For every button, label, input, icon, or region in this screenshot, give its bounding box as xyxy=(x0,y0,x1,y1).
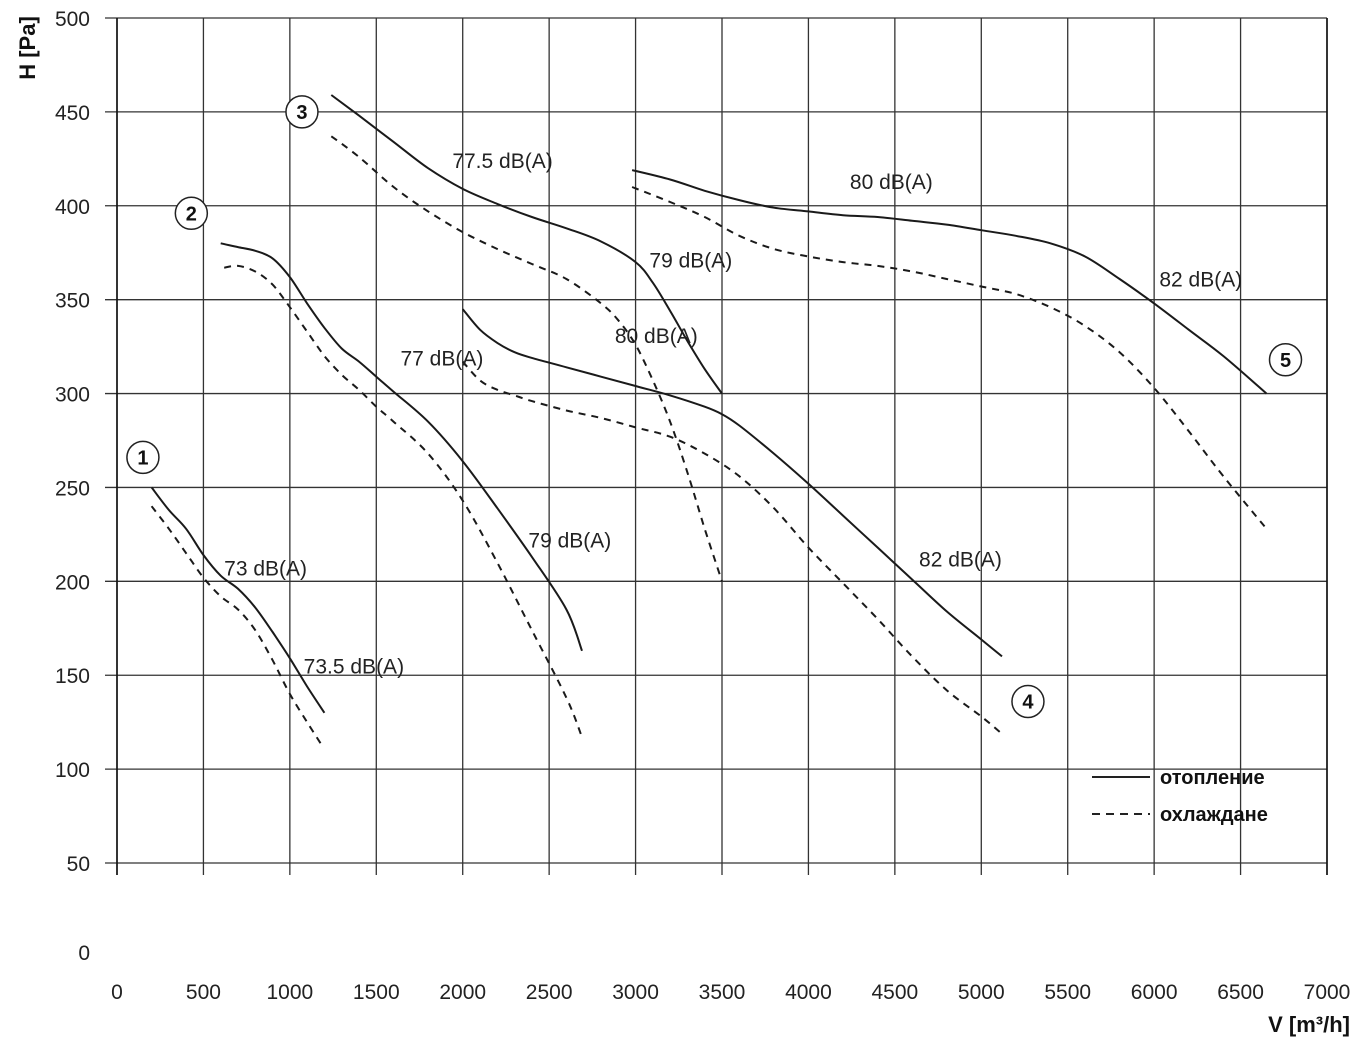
y-tick-label: 450 xyxy=(55,102,90,125)
marker-circle xyxy=(126,440,160,475)
heating-curve-4 xyxy=(461,308,1003,658)
marker-number: 4 xyxy=(1022,692,1034,714)
marker-number: 5 xyxy=(1280,350,1291,372)
y-tick-label: 200 xyxy=(55,571,90,594)
curve-dba-label: 82 dB(A) xyxy=(1159,269,1242,292)
curve-dba-label: 77.5 dB(A) xyxy=(452,150,552,173)
curve-dba-label: 73.5 dB(A) xyxy=(304,655,404,678)
marker-circle xyxy=(1011,684,1045,719)
cooling-curve-5 xyxy=(631,186,1268,530)
curve-dba-label: 80 dB(A) xyxy=(615,325,698,348)
x-tick-label: 5500 xyxy=(1044,981,1091,1004)
legend: отопление охлаждане xyxy=(1092,767,1268,826)
curve-dba-label: 80 dB(A) xyxy=(850,171,933,194)
curve-number-marker: 3 xyxy=(285,95,319,129)
marker-number: 1 xyxy=(137,447,148,469)
x-tick-label: 0 xyxy=(111,981,123,1004)
curve-dba-label: 73 dB(A) xyxy=(224,558,307,581)
x-tick-label: 500 xyxy=(186,981,221,1004)
x-tick-label: 2000 xyxy=(439,981,486,1004)
series-layer xyxy=(150,94,1268,748)
cooling-curve-3 xyxy=(330,135,723,582)
x-tick-label: 3000 xyxy=(612,981,659,1004)
curve-dba-label: 77 dB(A) xyxy=(400,347,483,370)
x-tick-label: 5000 xyxy=(958,981,1005,1004)
marker-number: 3 xyxy=(296,102,307,124)
y-tick-label: 300 xyxy=(55,384,90,407)
curve-markers: 1 2 3 4 5 xyxy=(126,95,1303,719)
curve-number-marker: 2 xyxy=(174,196,209,231)
marker-circle xyxy=(1268,343,1303,377)
cooling-curve-4 xyxy=(461,360,1005,737)
axis-ticks: 0 500 1000 1500 2000 2500 3000 3500 4000 4500 5000… xyxy=(55,8,1350,1004)
x-tick-label: 1500 xyxy=(353,981,400,1004)
legend-label-heating: отопление xyxy=(1160,767,1265,789)
y-tick-label: 500 xyxy=(55,8,90,31)
marker-number: 2 xyxy=(186,203,197,225)
x-tick-label: 6500 xyxy=(1217,981,1264,1004)
y-tick-label: 50 xyxy=(67,853,90,876)
cooling-curve-1 xyxy=(150,505,324,748)
x-tick-label: 7000 xyxy=(1304,981,1351,1004)
x-tick-label: 4000 xyxy=(785,981,832,1004)
x-axis-title: V [m³/h] xyxy=(1268,1012,1350,1037)
x-tick-label: 2500 xyxy=(526,981,573,1004)
x-tick-label: 4500 xyxy=(871,981,918,1004)
y-axis-title: H [Pa] xyxy=(15,16,40,80)
x-tick-label: 1000 xyxy=(266,981,313,1004)
legend-label-cooling: охлаждане xyxy=(1160,804,1268,826)
y-tick-label: 150 xyxy=(55,665,90,688)
curve-labels: 73 dB(A) 73.5 dB(A) 77 dB(A) 79 dB(A) 77.5 d… xyxy=(224,150,1242,678)
curve-number-marker: 4 xyxy=(1011,684,1045,719)
curve-dba-label: 79 dB(A) xyxy=(649,250,732,273)
marker-circle xyxy=(174,196,209,231)
y-tick-label: 100 xyxy=(55,759,90,782)
curve-number-marker: 1 xyxy=(126,440,160,475)
curve-dba-label: 79 dB(A) xyxy=(528,530,611,553)
heating-curve-2 xyxy=(220,242,583,652)
heating-curve-5 xyxy=(631,169,1268,395)
heating-curve-3 xyxy=(330,94,723,395)
y-tick-label-zero: 0 xyxy=(78,942,90,965)
y-tick-label: 250 xyxy=(55,477,90,500)
marker-circle xyxy=(285,95,319,129)
cooling-curve-2 xyxy=(224,264,583,738)
heating-curve-1 xyxy=(150,486,326,714)
x-tick-label: 3500 xyxy=(699,981,746,1004)
curve-dba-label: 82 dB(A) xyxy=(919,548,1002,571)
x-tick-label: 6000 xyxy=(1131,981,1178,1004)
y-tick-label: 400 xyxy=(55,196,90,219)
y-tick-label: 350 xyxy=(55,290,90,313)
curve-number-marker: 5 xyxy=(1268,343,1303,377)
grid xyxy=(105,17,1328,875)
